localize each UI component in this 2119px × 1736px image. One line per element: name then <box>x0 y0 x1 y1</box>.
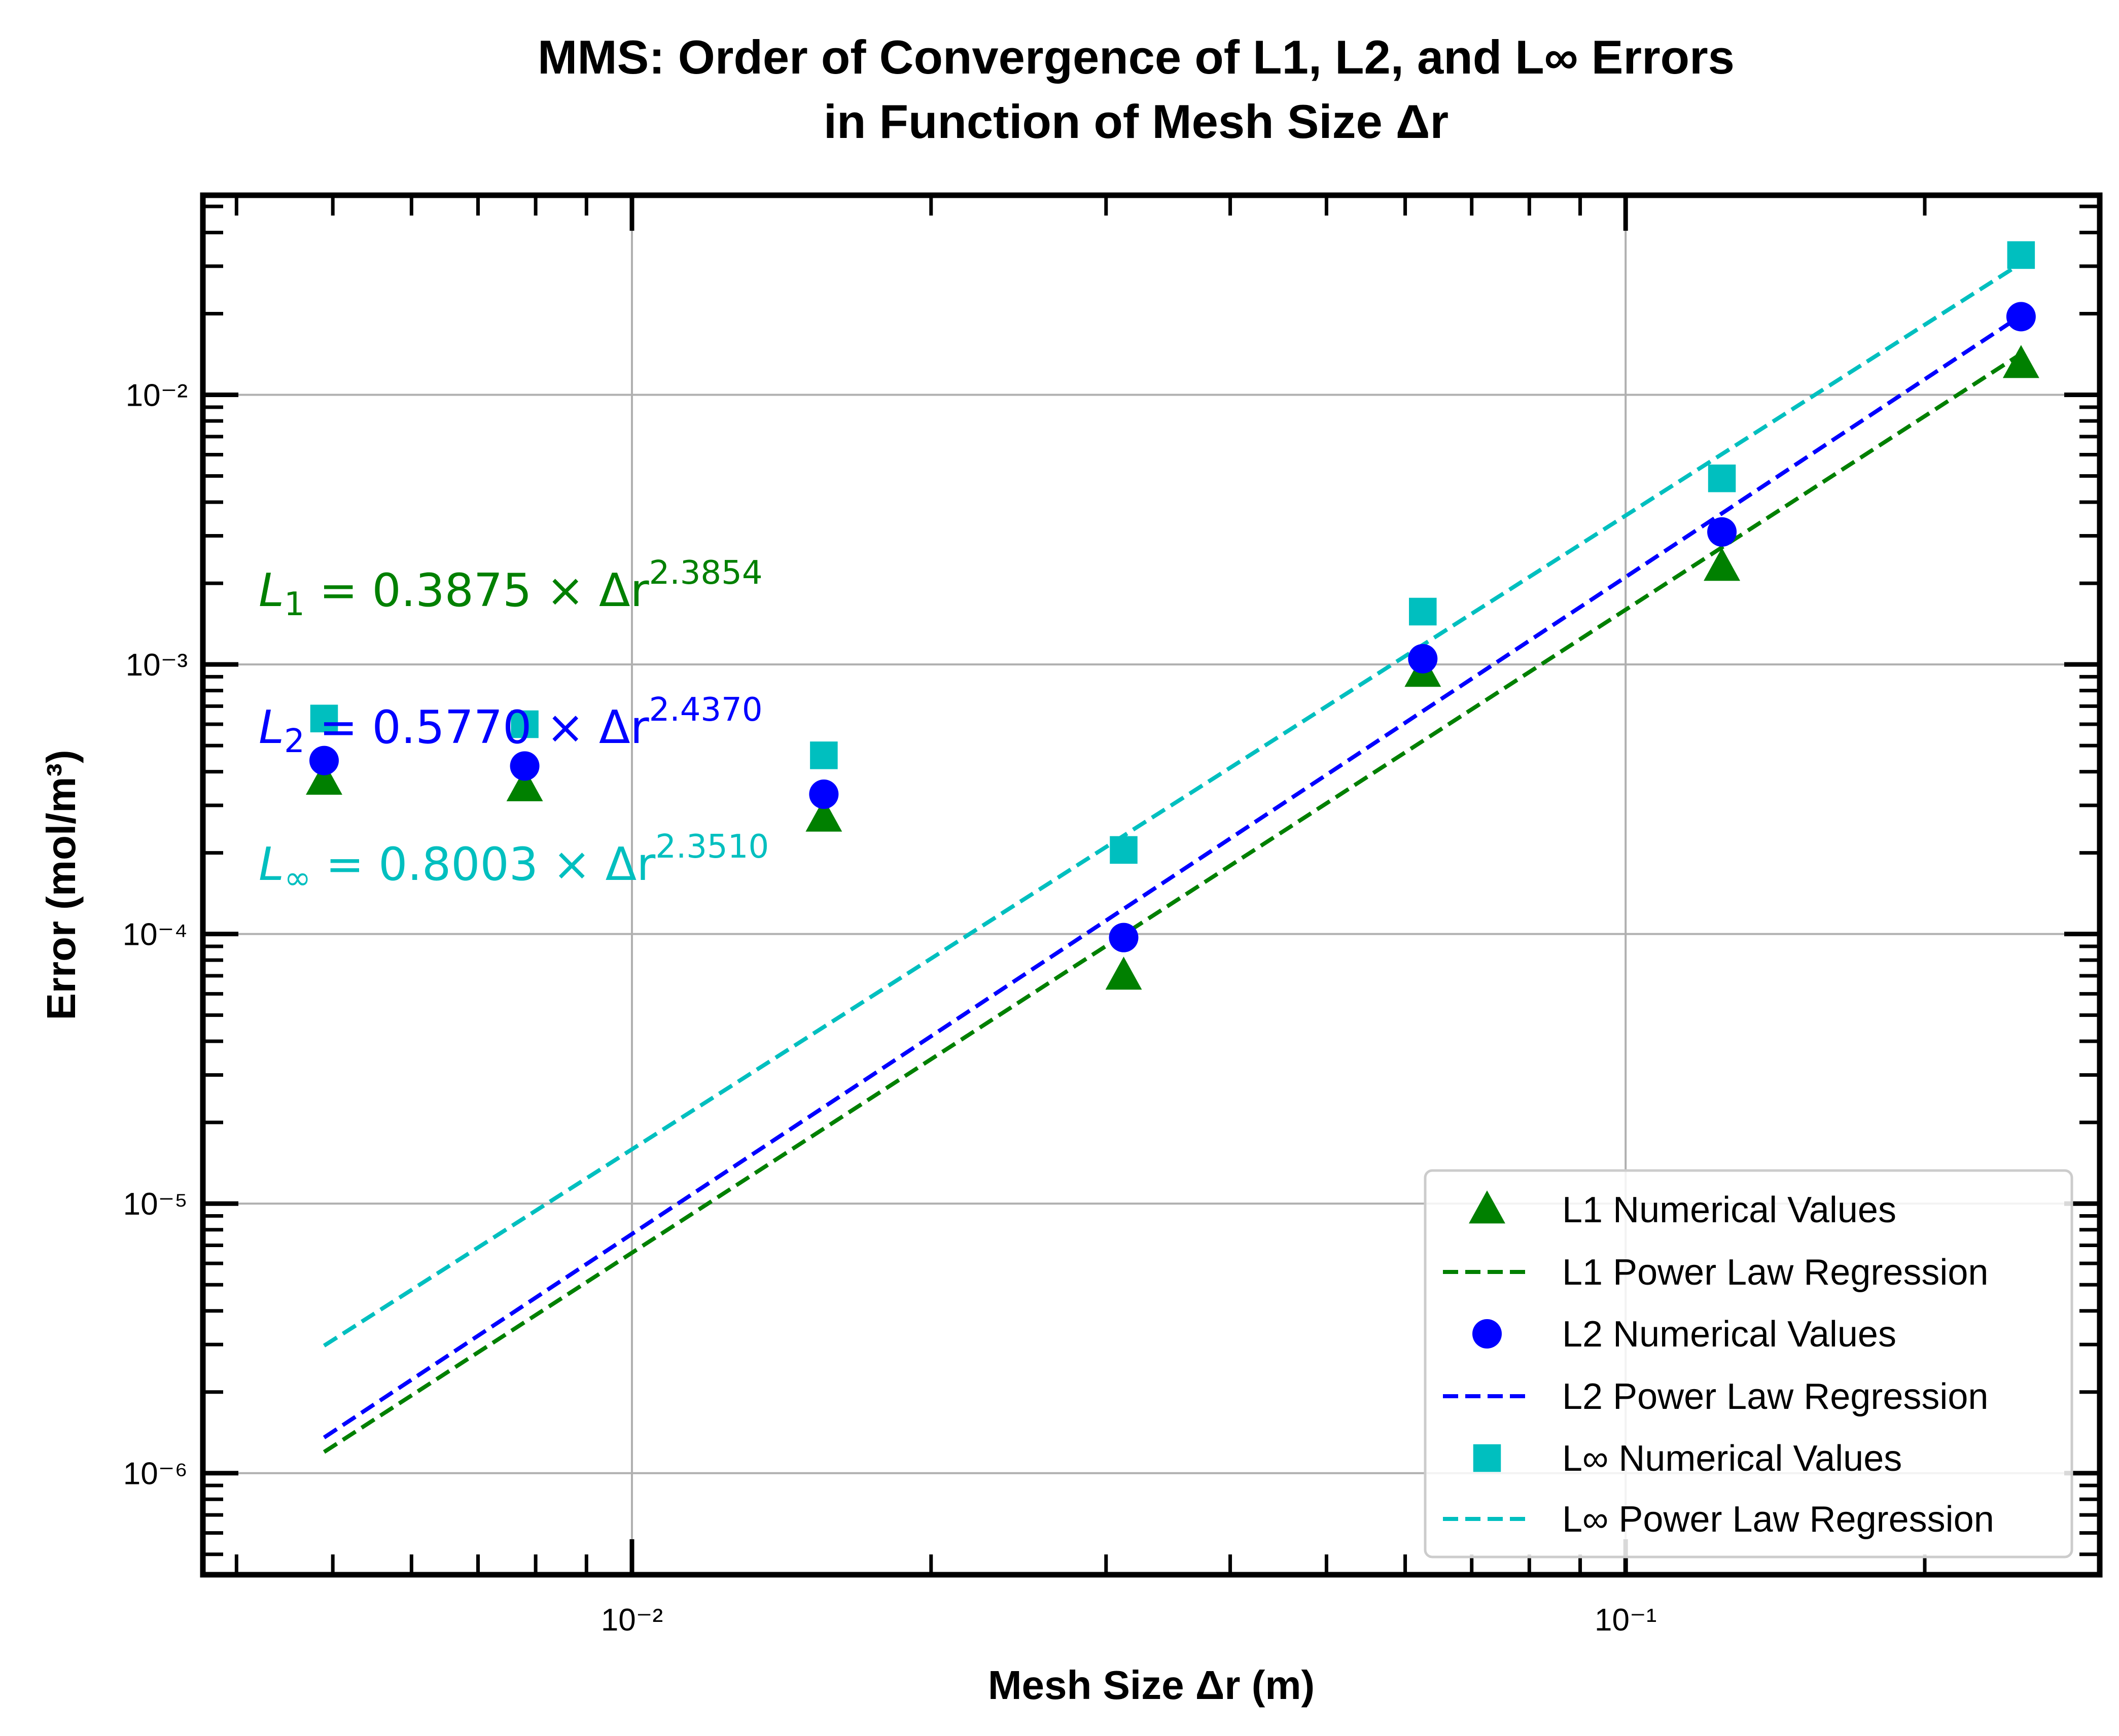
y-tick-label-2: 10⁻⁴ <box>123 917 188 952</box>
y-axis-label: Error (mol/m³) <box>39 750 84 1020</box>
point-s2-5 <box>1707 517 1737 547</box>
legend-marker-4 <box>1473 1444 1501 1472</box>
chart-title-line1: MMS: Order of Convergence of L1, L2, and… <box>538 30 1735 84</box>
point-s0-3 <box>1105 956 1142 990</box>
point-s2-1 <box>510 751 540 781</box>
data-points <box>306 241 2039 990</box>
point-s0-6 <box>2002 345 2039 378</box>
point-s4-6 <box>2007 241 2035 269</box>
x-tick-label-0: 10⁻² <box>601 1603 663 1638</box>
point-s2-6 <box>2006 302 2036 332</box>
legend-marker-0 <box>1469 1190 1505 1224</box>
equation-1: L2 = 0.5770 × Δr2.4370 <box>259 691 763 760</box>
point-s4-3 <box>1110 836 1138 864</box>
point-s0-0 <box>306 761 342 795</box>
x-tick-label-1: 10⁻¹ <box>1595 1603 1656 1638</box>
legend-label-1: L1 Power Law Regression <box>1562 1252 1988 1293</box>
legend: L1 Numerical Values L1 Power Law Regressi… <box>1424 1169 2073 1558</box>
axis-ticks: 10⁻² 10⁻¹ 10⁻⁶ 10⁻⁵ 10⁻⁴ 10⁻³ 10⁻² <box>123 195 2100 1638</box>
legend-label-2: L2 Numerical Values <box>1562 1314 1896 1355</box>
legend-box <box>1424 1169 2073 1558</box>
point-s0-2 <box>805 798 842 832</box>
point-s2-3 <box>1109 923 1139 952</box>
y-tick-label-4: 10⁻² <box>126 378 188 413</box>
point-s4-4 <box>1409 597 1437 626</box>
fit-line-5 <box>323 261 2023 1348</box>
legend-marker-2 <box>1472 1319 1502 1349</box>
point-s4-1 <box>511 710 539 738</box>
legend-label-3: L2 Power Law Regression <box>1562 1376 1988 1417</box>
point-s0-1 <box>506 768 543 801</box>
fit-line-3 <box>323 313 2023 1439</box>
legend-label-0: L1 Numerical Values <box>1562 1190 1896 1230</box>
grid <box>203 195 2100 1575</box>
point-s2-0 <box>309 746 339 775</box>
y-tick-label-0: 10⁻⁶ <box>123 1457 188 1492</box>
y-tick-label-3: 10⁻³ <box>126 648 188 683</box>
point-s4-0 <box>310 704 338 733</box>
plot-frame <box>200 192 2103 1578</box>
point-s4-5 <box>1708 464 1736 492</box>
point-s2-4 <box>1408 644 1438 674</box>
equation-0: L1 = 0.3875 × Δr2.3854 <box>259 554 763 623</box>
legend-label-5: L∞ Power Law Regression <box>1562 1499 1994 1540</box>
point-s4-2 <box>810 741 838 769</box>
point-s0-5 <box>1704 548 1741 581</box>
point-s2-2 <box>809 780 839 809</box>
regression-lines <box>323 261 2023 1454</box>
fit-line-1 <box>323 352 2023 1454</box>
equation-2: L∞ = 0.8003 × Δr2.3510 <box>259 828 769 897</box>
legend-label-4: L∞ Numerical Values <box>1562 1438 1902 1479</box>
x-axis-label: Mesh Size Δr (m) <box>988 1662 1315 1708</box>
y-tick-label-1: 10⁻⁵ <box>123 1187 188 1222</box>
chart-title-line2: in Function of Mesh Size Δr <box>824 95 1449 148</box>
equation-annotations: L1 = 0.3875 × Δr2.3854 L2 = 0.5770 × Δr2.… <box>259 554 769 897</box>
